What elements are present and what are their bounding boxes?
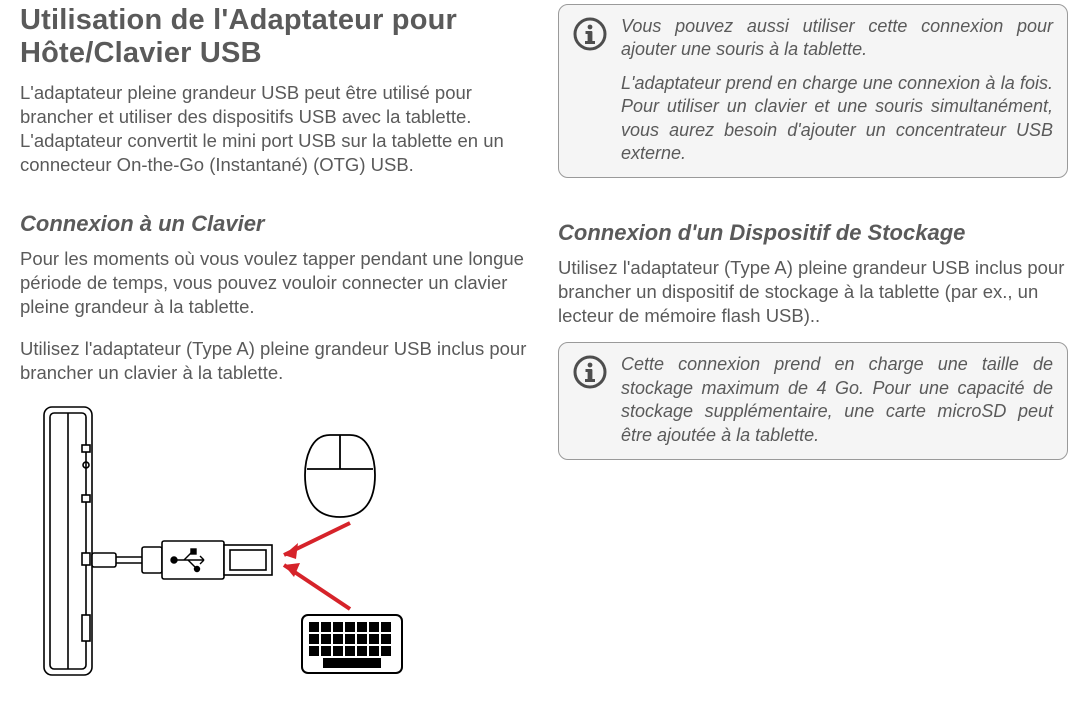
info-icon [573, 353, 607, 447]
info-box-mouse: Vous pouvez aussi utiliser cette connexi… [558, 4, 1068, 178]
info-box-storage: Cette connexion prend en charge une tail… [558, 342, 1068, 460]
keyboard-heading: Connexion à un Clavier [20, 211, 530, 237]
info1-p1: Vous pouvez aussi utiliser cette connexi… [621, 15, 1053, 62]
info-icon [573, 15, 607, 165]
info2-p1: Cette connexion prend en charge une tail… [621, 353, 1053, 447]
storage-p1: Utilisez l'adaptateur (Type A) pleine gr… [558, 256, 1068, 328]
keyboard-p1: Pour les moments où vous voulez tapper p… [20, 247, 530, 319]
keyboard-p2: Utilisez l'adaptateur (Type A) pleine gr… [20, 337, 530, 385]
arrow-icon [284, 523, 350, 609]
info-text: Vous pouvez aussi utiliser cette connexi… [621, 15, 1053, 165]
connection-diagram [20, 405, 530, 690]
page: Utilisation de l'Adaptateur pour Hôte/Cl… [0, 0, 1088, 714]
diagram-svg [30, 405, 410, 685]
info1-p2: L'adaptateur prend en charge une connexi… [621, 72, 1053, 166]
mouse-icon [305, 435, 375, 517]
usb-cable-icon [92, 541, 272, 579]
right-column: Vous pouvez aussi utiliser cette connexi… [558, 4, 1068, 694]
main-heading: Utilisation de l'Adaptateur pour Hôte/Cl… [20, 4, 530, 71]
keyboard-icon [302, 615, 402, 673]
tablet-side-icon [44, 407, 92, 675]
storage-heading: Connexion d'un Dispositif de Stockage [558, 220, 1068, 246]
info-text: Cette connexion prend en charge une tail… [621, 353, 1053, 447]
intro-paragraph: L'adaptateur pleine grandeur USB peut êt… [20, 81, 530, 177]
left-column: Utilisation de l'Adaptateur pour Hôte/Cl… [20, 4, 530, 694]
